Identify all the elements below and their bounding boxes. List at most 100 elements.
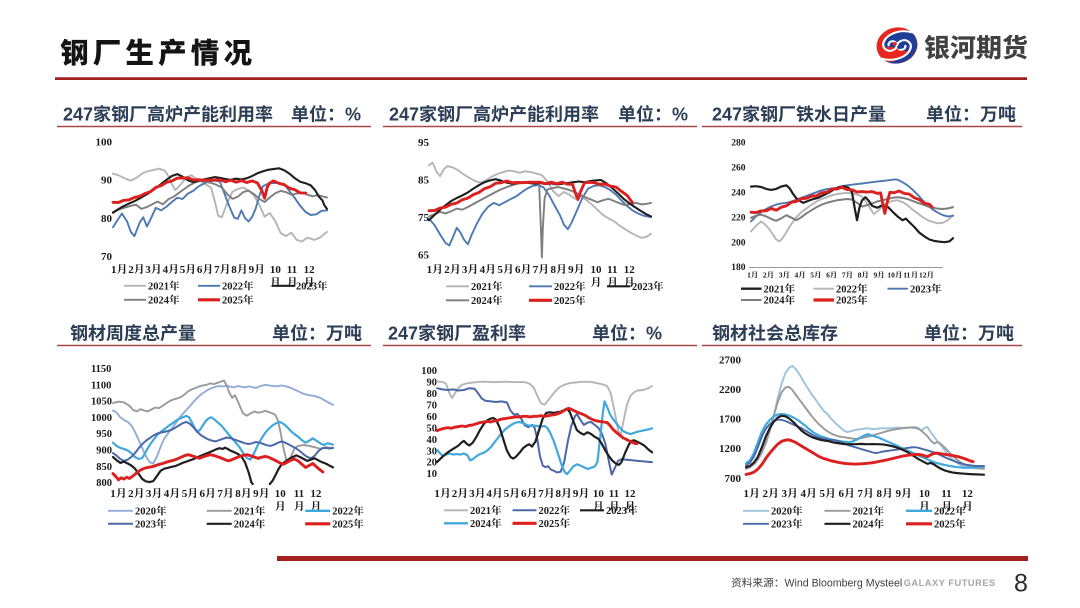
svg-text:11: 11	[941, 488, 951, 500]
svg-text:70: 70	[101, 251, 113, 263]
svg-text:2025: 2025	[934, 520, 955, 531]
svg-text:7: 7	[533, 264, 539, 276]
svg-text:5: 5	[810, 271, 814, 280]
svg-text:2022: 2022	[222, 282, 243, 293]
svg-text:2: 2	[763, 488, 769, 500]
svg-text:7: 7	[538, 488, 544, 500]
svg-text:6: 6	[521, 488, 527, 500]
svg-text:3: 3	[779, 271, 783, 280]
svg-text:100: 100	[421, 366, 437, 377]
svg-text:6: 6	[200, 488, 206, 500]
svg-text:2700: 2700	[719, 354, 742, 366]
svg-text:2021: 2021	[234, 507, 255, 518]
svg-text:10: 10	[427, 469, 438, 480]
svg-text:4: 4	[795, 271, 799, 280]
svg-text:%: %	[672, 105, 688, 125]
svg-text:2021: 2021	[148, 282, 169, 293]
svg-text:2023: 2023	[135, 520, 156, 531]
svg-text:7: 7	[858, 488, 864, 500]
svg-text:9: 9	[568, 264, 574, 276]
svg-text:2025: 2025	[539, 519, 560, 530]
svg-text:11: 11	[287, 264, 297, 276]
svg-text:8: 8	[858, 271, 862, 280]
svg-text:60: 60	[427, 412, 438, 423]
svg-text:9: 9	[249, 264, 255, 276]
svg-text:12: 12	[310, 488, 322, 500]
svg-text:2024: 2024	[470, 519, 492, 530]
svg-text:2025: 2025	[332, 520, 353, 531]
svg-text:2021: 2021	[471, 282, 492, 293]
svg-text:11: 11	[903, 271, 910, 280]
svg-text:50: 50	[427, 423, 438, 434]
svg-text:90: 90	[427, 378, 438, 389]
svg-text:11: 11	[609, 488, 619, 500]
svg-text:7: 7	[842, 271, 846, 280]
svg-text:8: 8	[877, 488, 883, 500]
svg-text:5: 5	[497, 264, 503, 276]
svg-text:%: %	[646, 324, 662, 344]
svg-text:12: 12	[625, 488, 637, 500]
svg-text:2022: 2022	[836, 284, 857, 295]
svg-text:9: 9	[573, 488, 579, 500]
svg-text:%: %	[345, 105, 361, 125]
svg-text:80: 80	[427, 389, 438, 400]
svg-text:9: 9	[896, 488, 902, 500]
svg-text:95: 95	[418, 137, 430, 149]
svg-text:220: 220	[731, 213, 746, 223]
svg-text:247: 247	[388, 324, 418, 344]
svg-text:5: 5	[182, 488, 188, 500]
svg-text:10: 10	[919, 488, 931, 500]
svg-text:9: 9	[874, 271, 878, 280]
svg-text:1: 1	[434, 488, 440, 500]
svg-text:2: 2	[128, 488, 134, 500]
svg-text:3: 3	[145, 264, 151, 276]
svg-text:260: 260	[731, 164, 746, 174]
svg-text:2024: 2024	[471, 296, 493, 307]
svg-text:6: 6	[197, 264, 203, 276]
svg-text:900: 900	[96, 446, 112, 457]
svg-text:5: 5	[820, 488, 826, 500]
svg-text:2: 2	[452, 488, 458, 500]
svg-text:2: 2	[763, 271, 767, 280]
svg-text:4: 4	[164, 488, 170, 500]
svg-text:8: 8	[1014, 570, 1028, 598]
svg-text:2025: 2025	[222, 296, 243, 307]
svg-text:3: 3	[462, 264, 468, 276]
svg-text:4: 4	[480, 264, 486, 276]
svg-text:11: 11	[607, 264, 617, 276]
svg-text:70: 70	[427, 401, 438, 412]
svg-text:3: 3	[146, 488, 152, 500]
svg-text:700: 700	[725, 473, 742, 485]
svg-text:12: 12	[304, 264, 316, 276]
svg-text:1200: 1200	[719, 443, 742, 455]
svg-text:2022: 2022	[554, 282, 575, 293]
svg-text:3: 3	[469, 488, 475, 500]
svg-text:90: 90	[101, 175, 113, 187]
svg-text:2023: 2023	[606, 506, 627, 517]
svg-text:10: 10	[887, 271, 895, 280]
svg-text:10: 10	[591, 264, 603, 276]
svg-text:2023: 2023	[771, 520, 792, 531]
svg-text:850: 850	[96, 462, 112, 473]
svg-text:2020: 2020	[771, 507, 792, 518]
svg-text:6: 6	[826, 271, 830, 280]
svg-text:1700: 1700	[719, 414, 742, 426]
svg-text:9: 9	[253, 488, 259, 500]
svg-text:Wind Bloomberg Mysteel: Wind Bloomberg Mysteel	[785, 578, 903, 590]
svg-text:2021: 2021	[470, 506, 491, 517]
svg-text:30: 30	[427, 446, 438, 457]
svg-text:6: 6	[515, 264, 521, 276]
svg-text:1: 1	[744, 488, 750, 500]
svg-text:20: 20	[427, 458, 438, 469]
svg-text:2023: 2023	[296, 282, 317, 293]
svg-text:2024: 2024	[234, 520, 256, 531]
svg-text:75: 75	[418, 212, 430, 224]
svg-text:2025: 2025	[554, 296, 575, 307]
svg-text:1000: 1000	[91, 413, 112, 424]
svg-text:12: 12	[962, 488, 974, 500]
svg-text:40: 40	[427, 435, 438, 446]
svg-text:2024: 2024	[764, 296, 786, 307]
svg-text:7: 7	[214, 264, 220, 276]
svg-text:200: 200	[731, 238, 746, 248]
svg-text:10: 10	[270, 264, 282, 276]
